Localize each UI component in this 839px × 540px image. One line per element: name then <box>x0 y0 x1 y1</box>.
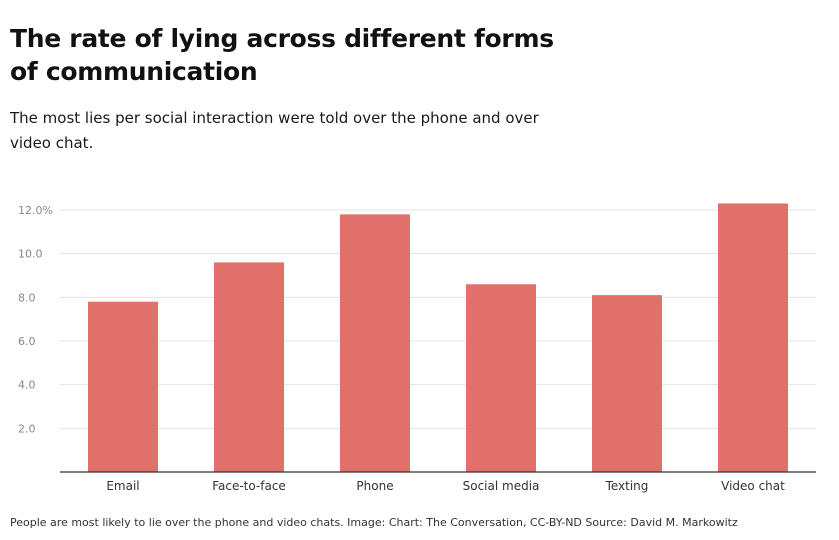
x-tick-label: Video chat <box>721 479 785 493</box>
x-tick-label: Texting <box>605 479 649 493</box>
chart-title: The rate of lying across different forms… <box>10 24 554 86</box>
x-tick-label: Phone <box>356 479 393 493</box>
y-tick-label: 8.0 <box>18 291 36 304</box>
gridlines <box>60 209 816 429</box>
bar <box>466 284 536 472</box>
x-tick-label: Email <box>106 479 139 493</box>
bar <box>592 295 662 472</box>
bar <box>88 301 158 472</box>
bar <box>340 214 410 472</box>
y-tick-label: 10.0 <box>18 248 43 261</box>
y-tick-label: 4.0 <box>18 379 36 392</box>
bars <box>88 203 788 472</box>
chart-subtitle: The most lies per social interaction wer… <box>10 109 539 152</box>
image-caption: People are most likely to lie over the p… <box>10 516 738 529</box>
axis-labels: 2.0 4.0 6.0 8.0 10.0 12.0% Email Face-to-face Ph… <box>18 204 785 493</box>
bar-chart: 2.0 4.0 6.0 8.0 10.0 12.0% Email Face-to-face Ph… <box>18 203 816 493</box>
y-tick-label: 12.0% <box>18 204 53 217</box>
x-tick-label: Social media <box>463 479 540 493</box>
bar <box>718 203 788 472</box>
x-tick-label: Face-to-face <box>212 479 286 493</box>
bar <box>214 262 284 472</box>
y-tick-label: 2.0 <box>18 422 36 435</box>
y-tick-label: 6.0 <box>18 335 36 348</box>
